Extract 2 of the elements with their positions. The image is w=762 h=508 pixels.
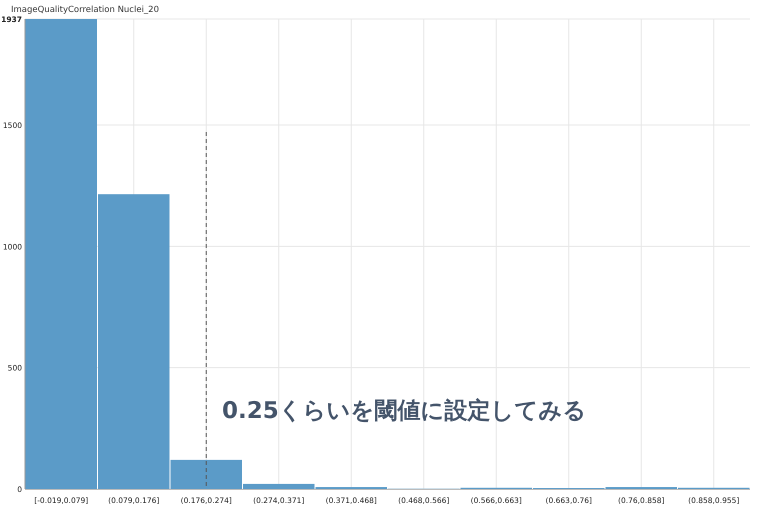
chart-title: ImageQualityCorrelation Nuclei_20 — [11, 5, 160, 15]
annotation: 0.25くらいを閾値に設定してみる — [222, 397, 587, 424]
